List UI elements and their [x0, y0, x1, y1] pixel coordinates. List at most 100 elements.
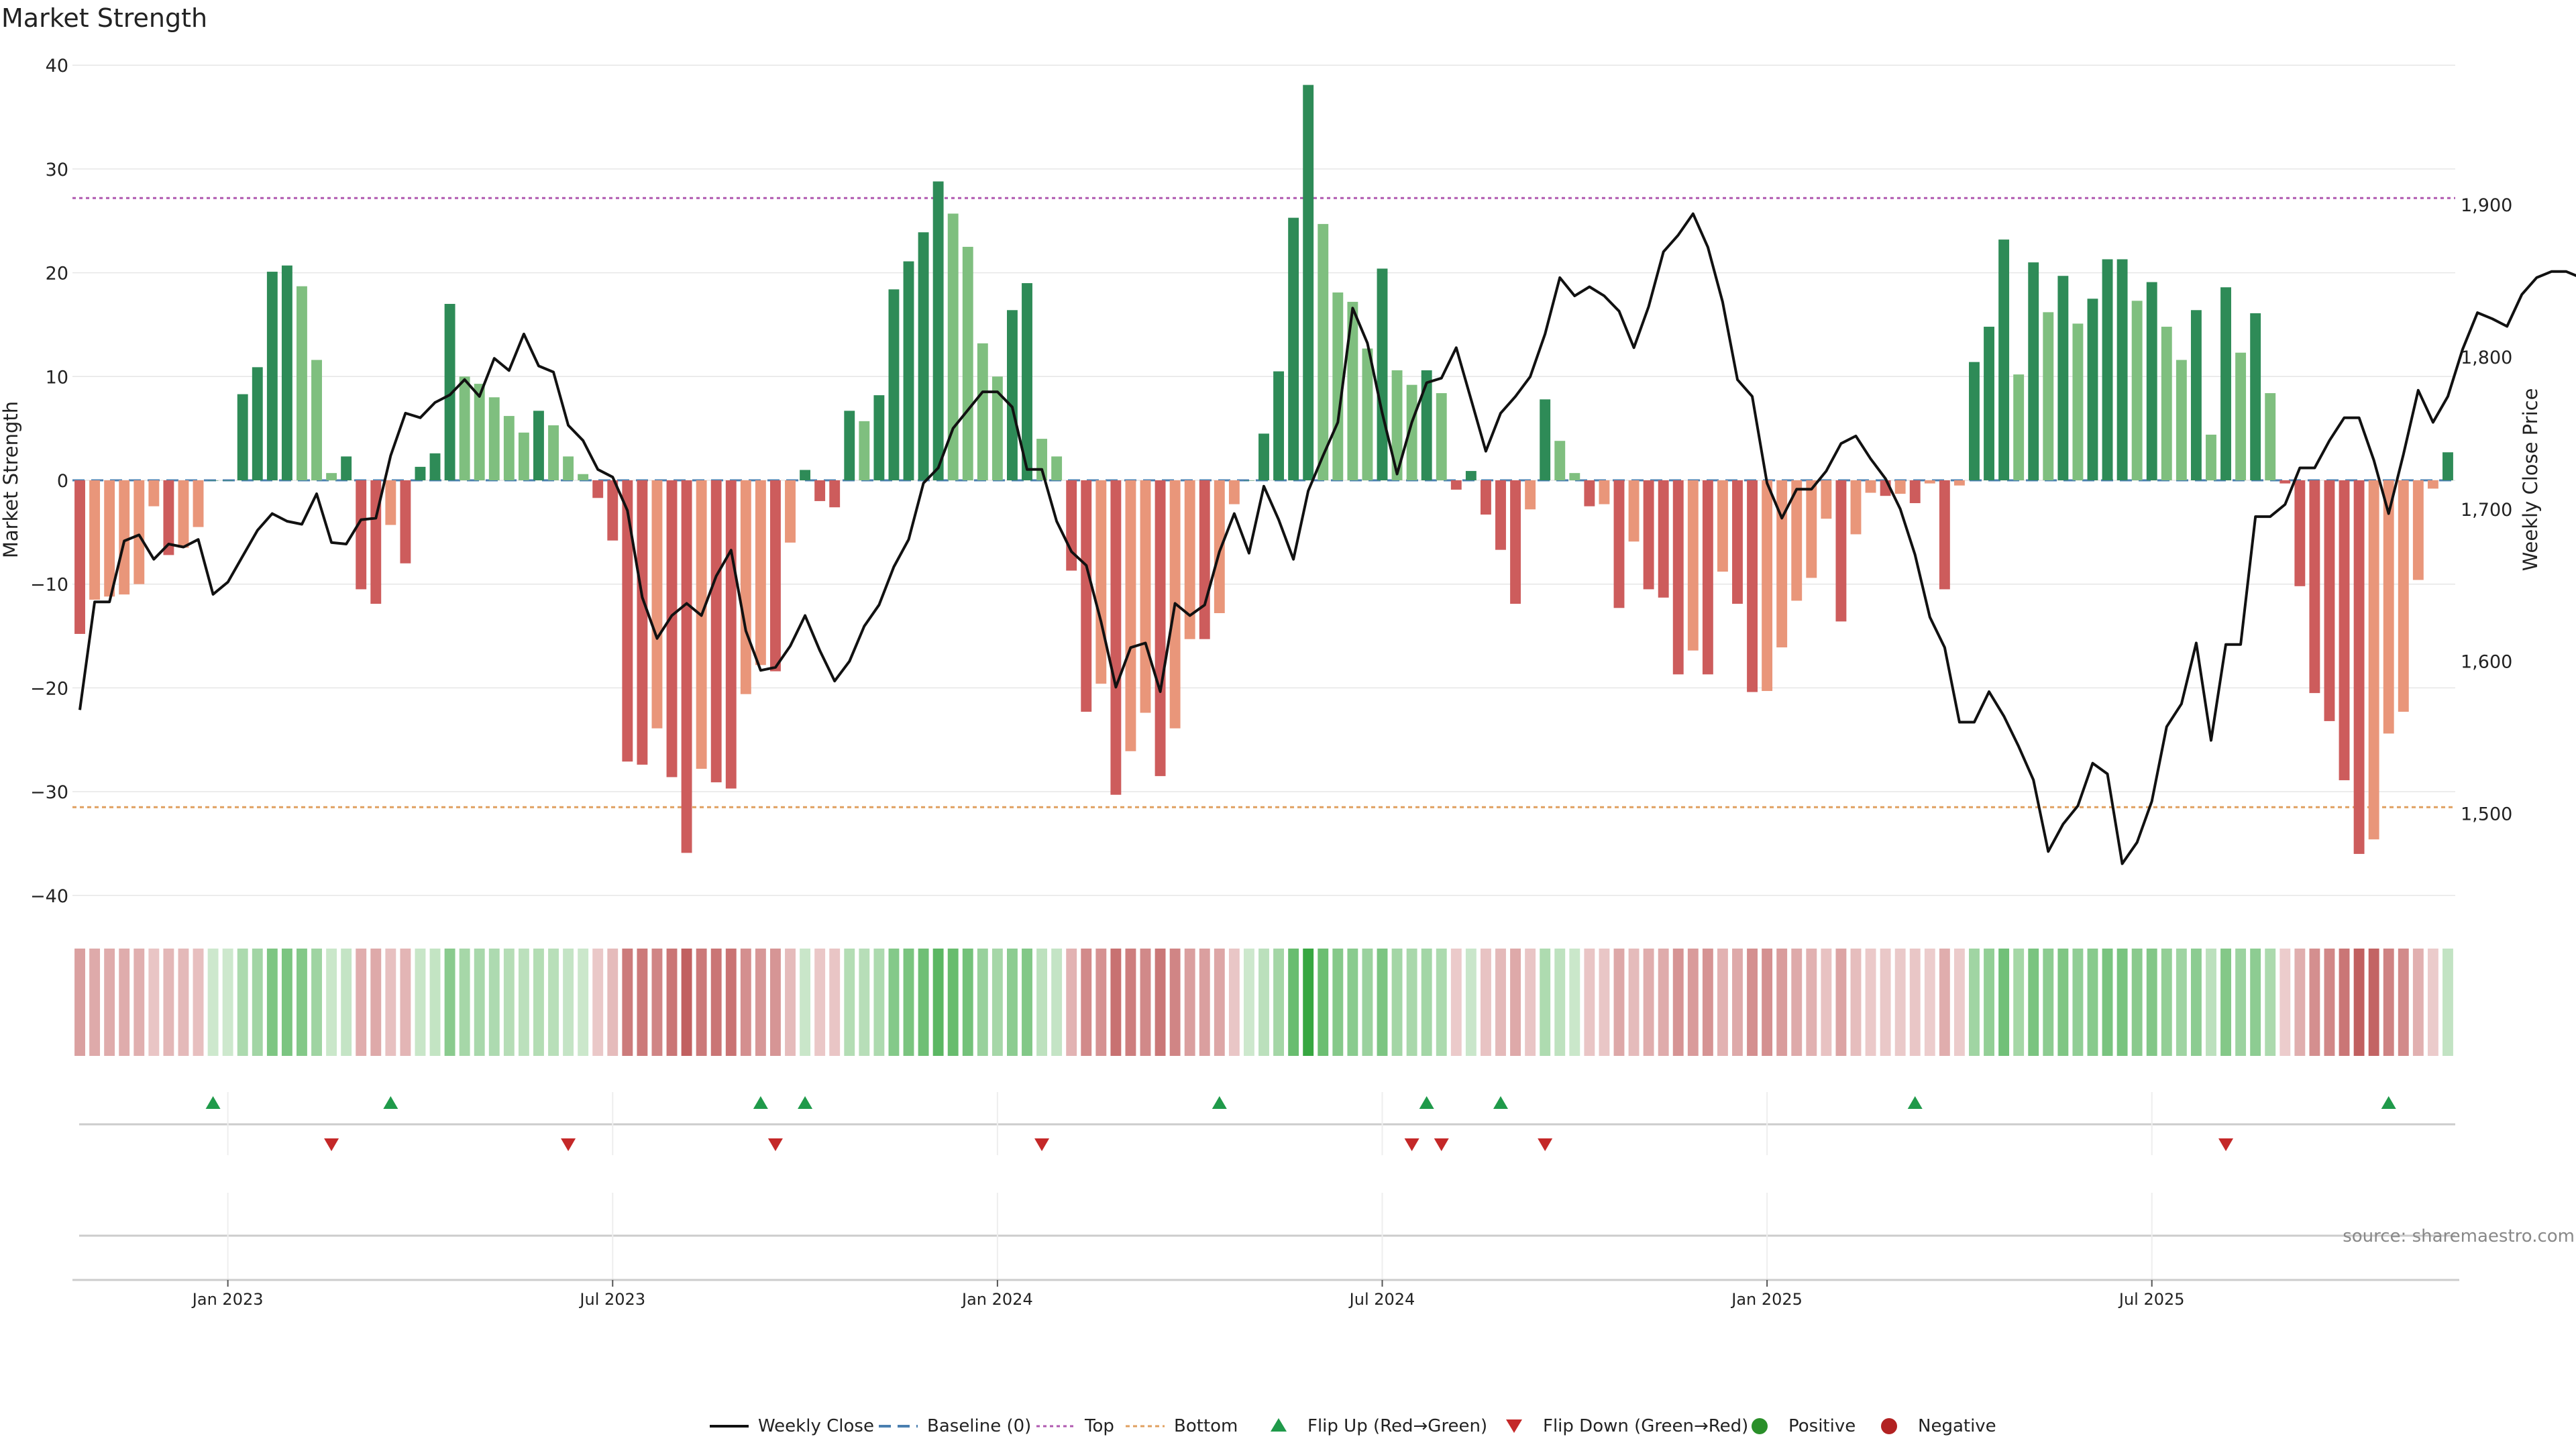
- heat-cell: [2443, 949, 2453, 1056]
- heat-cell: [1421, 949, 1432, 1056]
- heat-cell: [991, 949, 1003, 1056]
- heat-cell: [1243, 949, 1254, 1056]
- strength-bar: [503, 416, 515, 480]
- heat-cell: [1894, 949, 1906, 1056]
- legend-item-neg: Negative: [1881, 1416, 1996, 1436]
- strength-bar: [1318, 223, 1329, 480]
- strength-bar: [844, 411, 855, 480]
- flip-markers: [79, 1092, 2455, 1280]
- strength-bar: [1984, 327, 1994, 480]
- x-tick-label: Jan 2025: [1730, 1290, 1803, 1309]
- left-tick-label: 30: [46, 160, 68, 180]
- strength-bar: [119, 480, 130, 595]
- heat-cell: [1347, 949, 1358, 1056]
- heat-cell: [2206, 949, 2216, 1056]
- strength-bar: [222, 480, 233, 481]
- strength-bar: [2028, 262, 2039, 480]
- heat-cell: [1110, 949, 1122, 1056]
- strength-bar: [74, 480, 85, 634]
- heat-cell: [1066, 949, 1077, 1056]
- strength-bar: [1569, 473, 1580, 480]
- strength-bar: [2013, 374, 2025, 480]
- strength-bar: [2265, 393, 2276, 480]
- heat-cell: [2339, 949, 2350, 1056]
- strength-bar: [1051, 456, 1063, 480]
- heat-cell: [1510, 949, 1521, 1056]
- strength-bar: [2087, 299, 2098, 480]
- strength-bar: [1584, 480, 1595, 506]
- heat-cell: [1228, 949, 1240, 1056]
- weekly-close-line-group: [78, 212, 2576, 865]
- legend: Weekly Close Baseline (0) Top Bottom Flip Up…: [710, 1416, 1996, 1436]
- heat-cell: [1924, 949, 1935, 1056]
- flip-up-marker: [1907, 1096, 1923, 1109]
- strength-bar: [415, 466, 426, 480]
- heat-cell: [1125, 949, 1136, 1056]
- strength-bar: [237, 394, 248, 480]
- strength-bar: [2339, 480, 2350, 781]
- strength-bar: [341, 456, 352, 480]
- heat-cell: [2176, 949, 2187, 1056]
- heat-cell: [1465, 949, 1477, 1056]
- heat-cell: [1628, 949, 1640, 1056]
- strength-bar: [400, 480, 411, 564]
- x-tick-label: Jul 2023: [578, 1290, 645, 1309]
- strength-bar: [873, 395, 885, 480]
- strength-bar: [2161, 327, 2172, 480]
- strength-bar: [385, 480, 396, 525]
- strength-bar: [1214, 480, 1225, 614]
- strength-bar: [814, 480, 826, 501]
- strength-bar: [578, 474, 589, 480]
- heat-cell: [356, 949, 367, 1056]
- strength-bar: [89, 480, 101, 600]
- heat-cell: [1525, 949, 1536, 1056]
- left-tick-label: 0: [57, 471, 68, 492]
- strength-bar: [770, 480, 781, 672]
- legend-label: Flip Down (Green→Red): [1543, 1416, 1748, 1436]
- strength-bar: [1939, 480, 1950, 590]
- strength-bar: [991, 376, 1003, 480]
- strength-bar: [785, 480, 796, 543]
- right-tick-label: 1,900: [2461, 195, 2512, 216]
- strength-bar: [1421, 370, 1432, 480]
- legend-label: Weekly Close: [758, 1416, 874, 1436]
- strength-bar: [1450, 480, 1462, 490]
- heat-cell: [1318, 949, 1329, 1056]
- heat-cell: [163, 949, 174, 1056]
- heat-cell: [1258, 949, 1269, 1056]
- legend-label: Negative: [1918, 1416, 1996, 1436]
- heat-cell: [459, 949, 470, 1056]
- strength-bar: [2190, 310, 2202, 480]
- heat-cell: [488, 949, 500, 1056]
- strength-bar: [148, 480, 160, 506]
- left-tick-label: −10: [30, 575, 68, 596]
- strength-bar: [2443, 452, 2453, 480]
- strength-bar: [800, 470, 811, 480]
- flip-down-marker: [767, 1138, 783, 1151]
- heat-cell: [2146, 949, 2157, 1056]
- heat-cell: [2028, 949, 2039, 1056]
- heat-cell: [1984, 949, 1994, 1056]
- heat-cell: [1865, 949, 1876, 1056]
- heat-cell: [2309, 949, 2320, 1056]
- x-tick-label: Jul 2024: [1348, 1290, 1415, 1309]
- heat-cell: [385, 949, 396, 1056]
- heat-cell: [178, 949, 189, 1056]
- heat-cell: [622, 949, 633, 1056]
- strength-bar: [2368, 480, 2379, 840]
- strength-bar: [1125, 480, 1136, 751]
- heat-cell: [1436, 949, 1447, 1056]
- legend-item-top: Top: [1036, 1416, 1114, 1436]
- strength-bar: [444, 304, 455, 480]
- heat-cell: [119, 949, 130, 1056]
- heat-cell: [2368, 949, 2379, 1056]
- heat-cell: [1658, 949, 1669, 1056]
- strength-bar: [2176, 360, 2187, 480]
- heat-cell: [1022, 949, 1032, 1056]
- strength-bar: [1022, 283, 1032, 480]
- strength-bar: [2353, 480, 2365, 854]
- strength-bar: [2146, 282, 2157, 480]
- strength-bar: [1436, 393, 1447, 480]
- strength-bar: [681, 480, 692, 853]
- heat-cell: [311, 949, 322, 1056]
